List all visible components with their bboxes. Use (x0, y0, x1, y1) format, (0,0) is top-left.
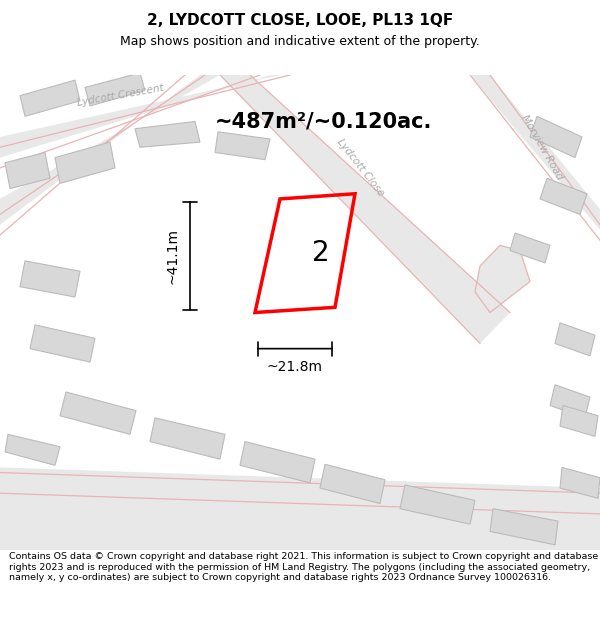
Text: 2, LYDCOTT CLOSE, LOOE, PL13 1QF: 2, LYDCOTT CLOSE, LOOE, PL13 1QF (147, 13, 453, 28)
Polygon shape (20, 261, 80, 297)
Polygon shape (555, 323, 595, 356)
Polygon shape (0, 468, 600, 550)
Polygon shape (510, 233, 550, 263)
Polygon shape (560, 406, 598, 436)
Polygon shape (320, 464, 385, 504)
Polygon shape (220, 75, 510, 344)
Polygon shape (550, 385, 590, 418)
Polygon shape (5, 434, 60, 466)
Polygon shape (530, 116, 582, 158)
Polygon shape (0, 75, 280, 158)
Polygon shape (30, 325, 95, 362)
Text: Morview Road: Morview Road (520, 113, 565, 181)
Polygon shape (60, 392, 136, 434)
Text: Lydcott Close: Lydcott Close (335, 138, 385, 199)
Text: ~487m²/~0.120ac.: ~487m²/~0.120ac. (215, 111, 433, 131)
Text: Lydcott Crescent: Lydcott Crescent (76, 83, 164, 108)
Polygon shape (85, 73, 145, 106)
Polygon shape (0, 75, 220, 225)
Polygon shape (470, 75, 600, 230)
Polygon shape (540, 178, 587, 214)
Polygon shape (560, 468, 600, 498)
Polygon shape (5, 152, 50, 189)
Text: Map shows position and indicative extent of the property.: Map shows position and indicative extent… (120, 35, 480, 48)
Polygon shape (20, 80, 80, 116)
Polygon shape (150, 418, 225, 459)
Polygon shape (475, 246, 530, 312)
Polygon shape (490, 509, 558, 545)
Text: 2: 2 (313, 239, 330, 267)
Polygon shape (240, 442, 315, 483)
Text: ~41.1m: ~41.1m (165, 228, 179, 284)
Polygon shape (135, 121, 200, 148)
Text: ~21.8m: ~21.8m (267, 360, 323, 374)
Polygon shape (55, 142, 115, 183)
Polygon shape (400, 485, 475, 524)
Polygon shape (215, 132, 270, 159)
Text: Contains OS data © Crown copyright and database right 2021. This information is : Contains OS data © Crown copyright and d… (9, 552, 598, 582)
